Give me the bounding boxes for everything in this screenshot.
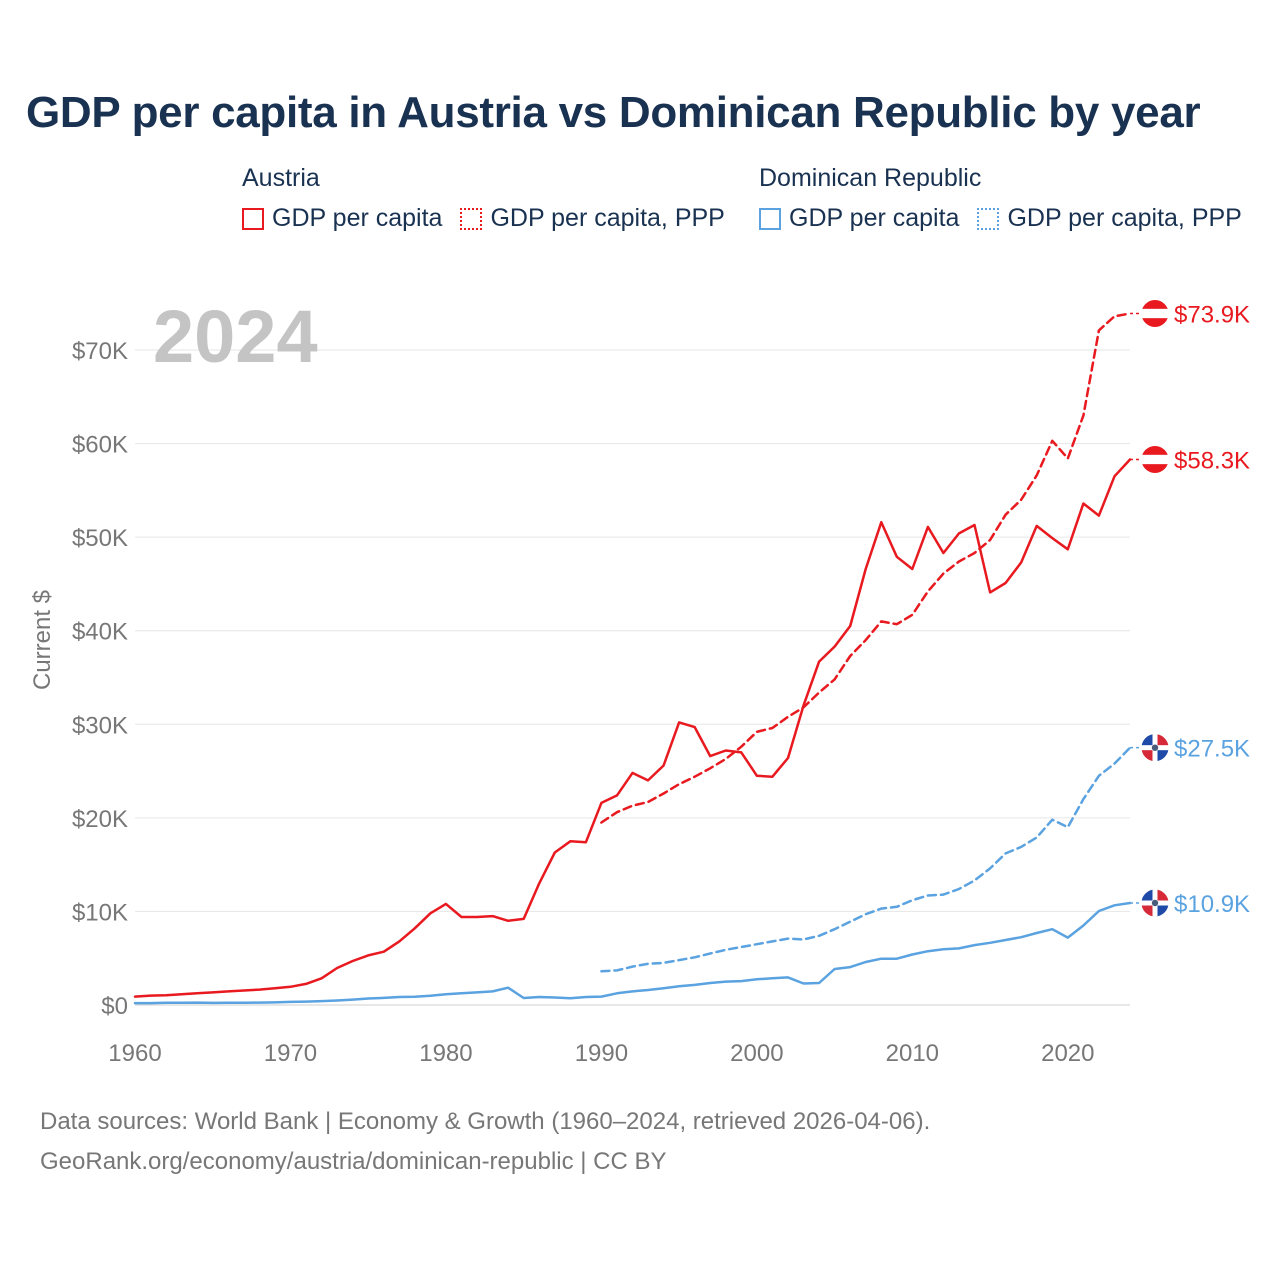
footer-credit: GeoRank.org/economy/austria/dominican-re… — [40, 1148, 667, 1175]
y-tick-label: $10K — [72, 899, 128, 926]
end-value-label: $73.9K — [1174, 302, 1250, 329]
y-tick-label: $20K — [72, 806, 128, 833]
legend-item-austria-gdp[interactable]: GDP per capita — [242, 204, 442, 233]
x-tick-label: 1980 — [419, 1040, 472, 1067]
footer-source: Data sources: World Bank | Economy & Gro… — [40, 1108, 931, 1135]
chart-title: GDP per capita in Austria vs Dominican R… — [26, 88, 1201, 137]
legend-group-name: Austria — [242, 164, 320, 192]
legend-group-dominican-republic: Dominican Republic GDP per capita GDP pe… — [759, 162, 1242, 233]
austria-flag-icon — [1140, 299, 1170, 329]
legend-item-label: GDP per capita — [789, 204, 960, 232]
legend-group-name: Dominican Republic — [759, 164, 982, 192]
legend-item-label: GDP per capita, PPP — [1007, 204, 1242, 232]
x-tick-label: 2020 — [1041, 1040, 1094, 1067]
legend-swatch-solid — [759, 207, 781, 230]
legend-item-dr-gdp-ppp[interactable]: GDP per capita, PPP — [977, 204, 1242, 233]
x-tick-label: 1960 — [108, 1040, 161, 1067]
legend-item-label: GDP per capita, PPP — [490, 204, 725, 232]
austria-flag-icon — [1140, 444, 1170, 474]
y-tick-label: $70K — [72, 338, 128, 365]
series-line-2 — [133, 901, 1132, 1005]
y-axis-label: Current $ — [29, 590, 56, 690]
end-markers: $58.3K $73.9K $10.9K $27.5K — [1130, 299, 1250, 918]
series-lines — [133, 312, 1132, 1005]
y-tick-label: $40K — [72, 619, 128, 646]
series-line-1 — [600, 312, 1132, 824]
y-tick-label: $30K — [72, 712, 128, 739]
x-tick-label: 2010 — [886, 1040, 939, 1067]
legend-item-label: GDP per capita — [272, 204, 443, 232]
legend-item-austria-gdp-ppp[interactable]: GDP per capita, PPP — [460, 204, 725, 233]
end-value-label: $10.9K — [1174, 891, 1250, 918]
y-tick-label: $0 — [101, 993, 128, 1020]
legend-item-dr-gdp[interactable]: GDP per capita — [759, 204, 959, 233]
legend-swatch-dotted — [977, 207, 1000, 230]
legend-swatch-dotted — [460, 207, 483, 230]
y-axis-ticks: $0 $10K $20K $30K $40K $50K $60K $70K — [72, 338, 128, 1020]
y-tick-label: $50K — [72, 525, 128, 552]
series-line-0 — [133, 458, 1132, 998]
year-watermark: 2024 — [153, 295, 318, 378]
x-tick-label: 1990 — [575, 1040, 628, 1067]
grid-lines — [135, 349, 1130, 1006]
series-line-3 — [600, 746, 1132, 973]
dominican-republic-flag-icon — [1140, 888, 1170, 918]
x-tick-label: 2000 — [730, 1040, 783, 1067]
x-axis-ticks: 1960 1970 1980 1990 2000 2010 2020 — [108, 1040, 1094, 1067]
x-tick-label: 1970 — [264, 1040, 317, 1067]
legend-swatch-solid — [242, 207, 264, 230]
legend-group-austria: Austria GDP per capita GDP per capita, P… — [242, 162, 743, 233]
y-tick-label: $60K — [72, 432, 128, 459]
end-value-label: $58.3K — [1174, 447, 1250, 474]
dominican-republic-flag-icon — [1140, 733, 1170, 763]
end-value-label: $27.5K — [1174, 736, 1250, 763]
